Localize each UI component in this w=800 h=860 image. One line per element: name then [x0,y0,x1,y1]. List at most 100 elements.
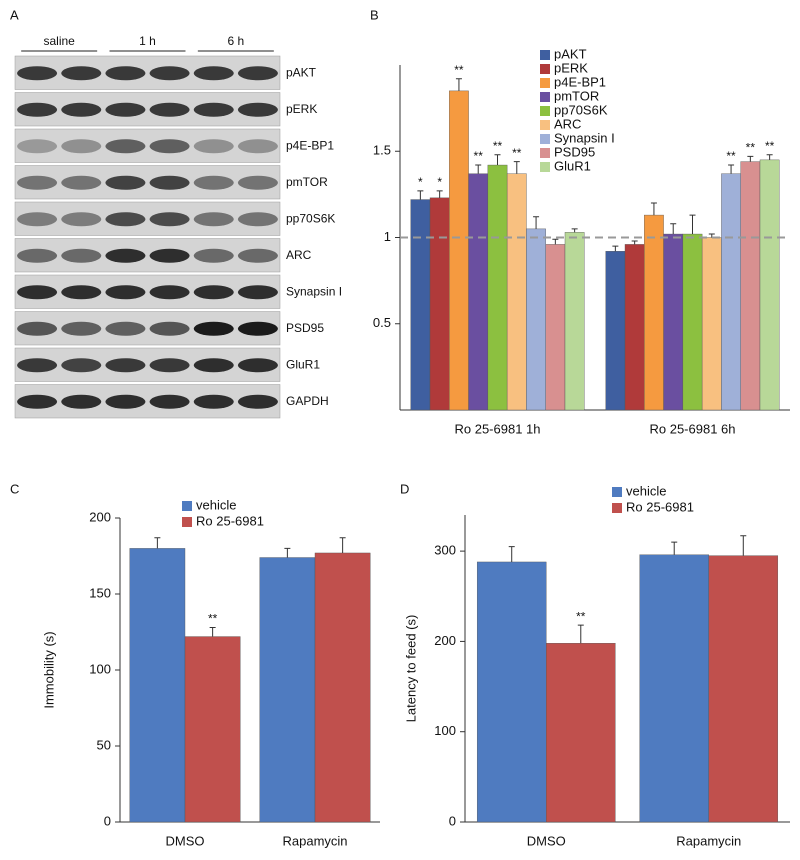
band [105,212,146,227]
band [237,248,278,263]
blot-strip [14,274,281,309]
error-bar [708,233,715,238]
legend-swatch [540,120,550,130]
row-label: pAKT [286,65,317,79]
error-bar [339,537,346,553]
band [61,285,102,300]
error-bar [475,164,482,174]
band [17,175,58,190]
band [193,66,234,81]
band [149,212,190,227]
legend-swatch [540,134,550,144]
bar [759,159,780,411]
legend-swatch [182,517,192,527]
error-bar [417,190,424,200]
bar [708,555,779,823]
band [149,66,190,81]
band [61,102,102,117]
y-tick-label: 100 [434,723,456,738]
band [105,358,146,373]
band [17,102,58,117]
band [61,212,102,227]
x-tick-label: Rapamycin [282,833,347,848]
group-label: saline [43,34,75,48]
y-tick-label: 1.5 [373,143,391,158]
blot-strip [14,165,281,200]
significance: ** [746,141,756,155]
band [237,212,278,227]
band [105,285,146,300]
bar [721,173,741,411]
band [17,358,58,373]
band [17,285,58,300]
row-label: Synapsin I [286,284,342,298]
x-tick-label: DMSO [166,833,205,848]
bar [314,552,371,823]
band [105,139,146,154]
row-label: pmTOR [286,175,328,189]
band [61,248,102,263]
significance: ** [474,149,484,163]
x-tick-label: Rapamycin [676,833,741,848]
y-tick-label: 0.5 [373,315,391,330]
band [237,394,278,409]
panel-letter: D [400,481,409,496]
row-label: ARC [286,248,312,262]
band [17,248,58,263]
blot-strip [14,55,281,90]
error-bar [747,155,754,162]
bar [526,228,546,411]
y-tick-label: 200 [434,633,456,648]
bar [605,251,626,411]
y-tick-label: 1 [384,229,391,244]
band [193,139,234,154]
band [149,285,190,300]
band [149,321,190,336]
legend-swatch [612,487,622,497]
significance: ** [493,139,503,153]
error-bar [670,223,677,235]
legend-label: PSD95 [554,144,595,159]
bar [259,557,316,823]
group-label: 1 h [139,34,156,48]
band [105,394,146,409]
band [17,66,58,81]
error-bar [284,547,291,558]
x-tick-label: Ro 25-6981 6h [649,421,735,436]
legend-label: Ro 25-6981 [626,499,694,514]
bar [487,164,508,411]
row-label: p4E-BP1 [286,138,334,152]
legend-label: ARC [554,116,581,131]
significance: ** [765,139,775,153]
bar [546,643,616,823]
band [237,358,278,373]
legend-label: p4E-BP1 [554,74,606,89]
band [237,139,278,154]
legend-label: pmTOR [554,88,599,103]
error-bar [689,214,696,235]
band [17,321,58,336]
legend-swatch [540,78,550,88]
error-bar [577,624,584,644]
bar [682,233,703,411]
legend-label: GluR1 [554,158,591,173]
legend-label: Ro 25-6981 [196,513,264,528]
y-tick-label: 200 [89,509,111,524]
band [237,321,278,336]
legend-swatch [612,503,622,513]
blot-strip [14,92,281,127]
legend-swatch [540,64,550,74]
blot-strip [14,238,281,273]
y-tick-label: 50 [97,737,111,752]
legend-swatch [540,92,550,102]
band [237,285,278,300]
row-label: PSD95 [286,321,324,335]
significance: ** [726,149,736,163]
band [149,358,190,373]
blot-strip [14,311,281,346]
band [237,175,278,190]
significance: * [437,175,442,189]
band [193,321,234,336]
bar [663,233,684,411]
